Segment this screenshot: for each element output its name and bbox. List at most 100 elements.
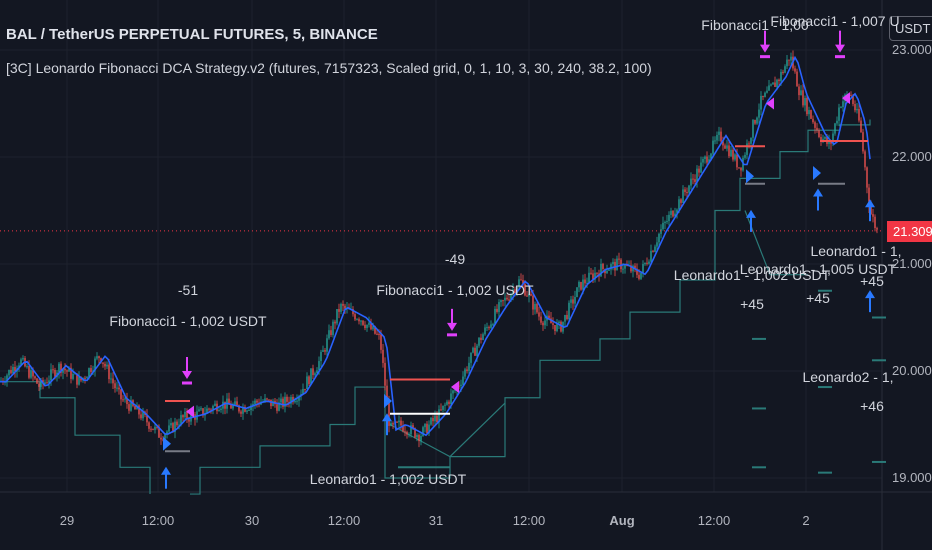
- trade-annotation: Leonardo1 - 1,005 USDT: [739, 261, 897, 277]
- candle-body: [842, 101, 844, 108]
- candle-body: [52, 369, 54, 371]
- candle-body: [230, 404, 232, 409]
- candle-body: [252, 404, 254, 406]
- candle-body: [278, 402, 280, 411]
- exit-marker: [842, 92, 850, 105]
- candle-body: [388, 399, 390, 426]
- candle-body: [200, 408, 202, 410]
- candle-body: [124, 398, 126, 400]
- price-tick-label: 22.000: [892, 149, 932, 164]
- candle-body: [652, 250, 654, 252]
- candle-body: [642, 264, 644, 273]
- candle-body: [320, 351, 322, 362]
- candle-body: [532, 295, 534, 310]
- candle-body: [650, 250, 652, 262]
- candle-body: [500, 300, 502, 303]
- candle-body: [688, 185, 690, 193]
- candle-body: [590, 272, 592, 274]
- entry-marker: [163, 436, 171, 451]
- candle-body: [450, 393, 452, 404]
- candle-body: [702, 158, 704, 163]
- candle-body: [410, 425, 412, 435]
- candle-body: [418, 434, 420, 442]
- candle-body: [380, 334, 382, 350]
- candle-body: [616, 258, 618, 271]
- candle-body: [242, 406, 244, 414]
- candle-body: [354, 314, 356, 320]
- candle-body: [676, 209, 678, 214]
- candle-body: [712, 140, 714, 154]
- candle-body: [126, 398, 128, 405]
- exit-arrow-head: [182, 371, 192, 379]
- candle-body: [732, 149, 734, 160]
- candle-body: [364, 324, 366, 329]
- candle-body: [558, 321, 560, 324]
- candle-body: [246, 410, 248, 412]
- candle-body: [704, 156, 706, 159]
- candle-body: [664, 221, 666, 223]
- candle-body: [166, 431, 168, 435]
- candle-body: [808, 110, 810, 115]
- currency-unit-button[interactable]: USDT: [889, 16, 932, 41]
- candle-body: [462, 376, 464, 385]
- candle-body: [402, 425, 404, 432]
- candle-body: [264, 398, 266, 402]
- candle-body: [406, 431, 408, 435]
- candle-body: [322, 350, 324, 352]
- candle-body: [860, 120, 862, 133]
- candle-body: [30, 370, 32, 378]
- candle-body: [836, 120, 838, 124]
- candle-body: [10, 370, 12, 374]
- candle-body: [636, 268, 638, 275]
- candle-body: [174, 421, 176, 432]
- candle-body: [398, 420, 400, 423]
- candle-body: [412, 425, 414, 429]
- candle-body: [496, 308, 498, 312]
- candle-body: [754, 119, 756, 124]
- candle-body: [64, 368, 66, 371]
- candle-body: [376, 333, 378, 335]
- candle-body: [864, 151, 866, 168]
- candle-body: [90, 368, 92, 373]
- time-tick-label: 12:00: [141, 513, 175, 528]
- candle-body: [76, 373, 78, 385]
- trade-annotation: Fibonacci1 - 1,002 USDT: [376, 282, 534, 298]
- candle-body: [780, 71, 782, 82]
- candle-body: [378, 333, 380, 335]
- candle-body: [480, 337, 482, 340]
- candle-body: [600, 263, 602, 277]
- candle-body: [104, 363, 106, 367]
- candle-body: [38, 383, 40, 387]
- candle-body: [384, 362, 386, 386]
- candle-body: [514, 289, 516, 294]
- candle-body: [680, 199, 682, 203]
- candle-body: [50, 369, 52, 381]
- candle-body: [726, 145, 728, 149]
- candle-body: [812, 118, 814, 123]
- trade-annotation: Leonardo1 - 1,002 USDT: [673, 267, 831, 283]
- candle-body: [622, 268, 624, 270]
- candle-body: [596, 272, 598, 274]
- candle-body: [424, 423, 426, 428]
- candle-body: [234, 401, 236, 405]
- candle-body: [540, 316, 542, 323]
- candle-body: [484, 327, 486, 335]
- trade-annotation: Fibonacci1 - 1,002 USDT: [109, 313, 267, 329]
- candle-body: [332, 321, 334, 336]
- entry-arrow-head: [382, 413, 392, 422]
- entry-marker: [813, 166, 821, 181]
- candle-body: [344, 305, 346, 309]
- candle-body: [276, 404, 278, 411]
- candle-body: [326, 338, 328, 352]
- candle-body: [284, 396, 286, 407]
- candle-body: [852, 95, 854, 105]
- candle-body: [564, 314, 566, 322]
- candle-body: [62, 368, 64, 373]
- candle-body: [470, 352, 472, 363]
- candle-body: [148, 422, 150, 429]
- candle-body: [498, 302, 500, 312]
- candle-body: [478, 337, 480, 346]
- candle-body: [98, 356, 100, 359]
- candle-body: [146, 414, 148, 423]
